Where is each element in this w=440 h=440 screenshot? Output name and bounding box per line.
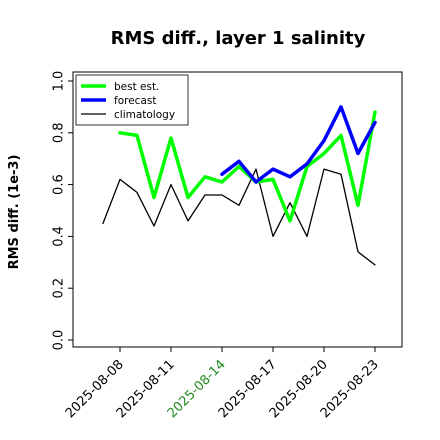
- y-tick-label: 0.6: [52, 174, 67, 195]
- y-axis-label: RMS diff. (1e-3): [7, 155, 22, 270]
- legend: best est. forecast climatology: [75, 74, 189, 126]
- y-tick-label: 0.2: [52, 278, 67, 299]
- y-tick-label: 1.0: [52, 71, 67, 92]
- chart-title: RMS diff., layer 1 salinity: [111, 28, 366, 49]
- legend-label: forecast: [114, 95, 156, 107]
- plot-area: 0.00.20.40.60.81.02025-08-082025-08-1120…: [52, 71, 403, 421]
- series-line-climatology: [102, 168, 376, 266]
- series-line-forecast: [220, 105, 377, 184]
- y-tick-label: 0.8: [52, 122, 67, 143]
- y-tick-label: 0.0: [52, 330, 67, 351]
- y-tick-label: 0.4: [52, 226, 67, 247]
- legend-label: climatology: [114, 109, 175, 121]
- legend-label: best est.: [114, 81, 159, 93]
- plot-frame: [72, 71, 403, 348]
- series-line-best-est: [118, 110, 377, 223]
